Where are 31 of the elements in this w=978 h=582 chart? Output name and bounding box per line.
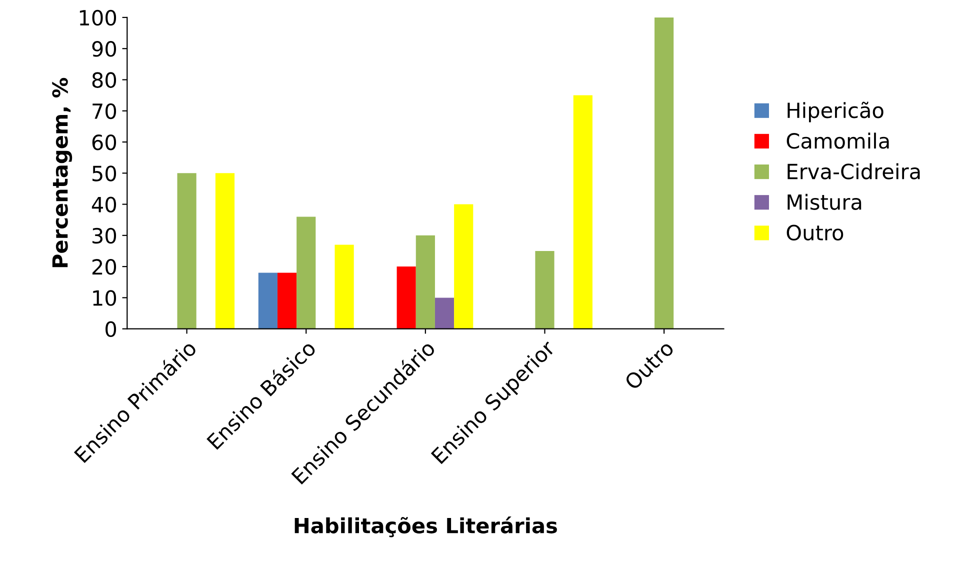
legend-label: Mistura	[788, 194, 862, 210]
bar	[454, 204, 474, 329]
legend-label: Camomila	[786, 132, 889, 149]
y-tick-label: 20	[92, 259, 116, 275]
y-tick-label: 40	[92, 196, 116, 212]
y-tick-label: 30	[92, 228, 116, 244]
bar	[535, 250, 554, 329]
y-tick-label: 70	[92, 103, 116, 120]
x-axis-title: Habilitações Literárias	[294, 516, 557, 538]
bar	[177, 173, 196, 329]
bar	[258, 272, 278, 329]
y-tick-label: 90	[92, 41, 116, 57]
y-axis-title: Percentagem, %	[52, 78, 72, 268]
legend-label: Outro	[786, 224, 844, 241]
y-tick-label: 80	[92, 72, 116, 88]
bar	[654, 17, 674, 329]
legend-label: Erva-Cidreira	[788, 163, 920, 180]
legend-label: Hipericão	[788, 102, 884, 122]
bar	[573, 95, 592, 329]
y-tick-label: 50	[92, 166, 116, 182]
bar	[296, 216, 316, 329]
bar	[396, 266, 416, 329]
bar	[416, 235, 435, 329]
y-tick-label: 100	[80, 10, 116, 26]
bar	[215, 173, 235, 329]
bar	[334, 244, 354, 329]
bar	[277, 272, 297, 329]
y-tick-label: 60	[92, 134, 116, 150]
y-tick-label: 10	[93, 290, 116, 306]
y-tick-label: 0	[106, 321, 116, 338]
bar	[434, 298, 454, 329]
